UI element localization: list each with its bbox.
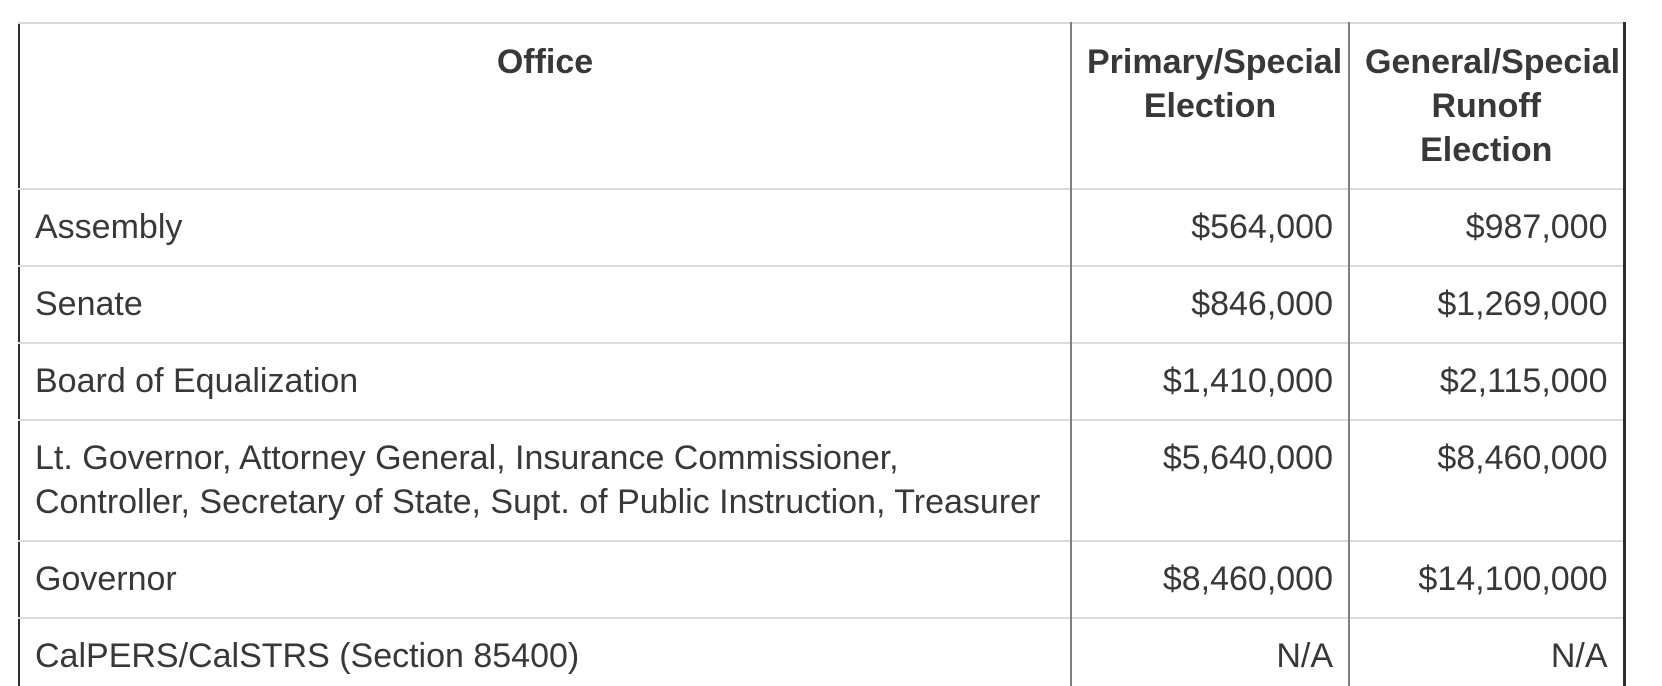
table-row-assembly: Assembly $564,000 $987,000 (19, 188, 1624, 266)
primary-amount-cell: $5,640,000 (1070, 419, 1349, 541)
primary-amount-cell: $1,410,000 (1070, 342, 1349, 420)
general-amount-cell: $987,000 (1348, 188, 1624, 266)
office-cell: Board of Equalization (19, 342, 1071, 420)
header-row: Office Primary/Special Election General/… (19, 23, 1624, 189)
general-amount-cell: $2,115,000 (1348, 342, 1624, 420)
header-general-line2: Runoff Election (1420, 87, 1553, 169)
general-amount-cell: $1,269,000 (1348, 265, 1624, 343)
primary-amount-cell: N/A (1070, 617, 1349, 686)
office-cell: CalPERS/CalSTRS (Section 85400) (19, 617, 1071, 686)
office-cell: Assembly (19, 188, 1071, 266)
table-row-governor: Governor $8,460,000 $14,100,000 (19, 540, 1624, 618)
primary-amount-cell: $8,460,000 (1070, 540, 1349, 618)
table-row-statewide-offices: Lt. Governor, Attorney General, Insuranc… (19, 419, 1624, 541)
header-primary-line2: Election (1143, 87, 1277, 125)
table-row-senate: Senate $846,000 $1,269,000 (19, 265, 1624, 343)
office-cell: Governor (19, 540, 1071, 618)
header-cell-office: Office (19, 23, 1071, 189)
header-cell-primary-election: Primary/Special Election (1070, 23, 1349, 189)
office-cell: Senate (19, 265, 1071, 343)
header-primary-line1: Primary/Special (1087, 43, 1343, 81)
general-amount-cell: $8,460,000 (1348, 419, 1624, 541)
general-amount-cell: N/A (1348, 617, 1624, 686)
general-amount-cell: $14,100,000 (1348, 540, 1624, 618)
primary-amount-cell: $564,000 (1070, 188, 1349, 266)
office-cell: Lt. Governor, Attorney General, Insuranc… (19, 419, 1071, 541)
header-cell-general-runoff-election: General/Special Runoff Election (1348, 23, 1624, 189)
table-row-board-of-equalization: Board of Equalization $1,410,000 $2,115,… (19, 342, 1624, 420)
contribution-limits-table: Office Primary/Special Election General/… (18, 22, 1626, 686)
table-row-calpers-calstrs: CalPERS/CalSTRS (Section 85400) N/A N/A (19, 617, 1624, 686)
primary-amount-cell: $846,000 (1070, 265, 1349, 343)
header-general-line1: General/Special (1365, 43, 1621, 81)
